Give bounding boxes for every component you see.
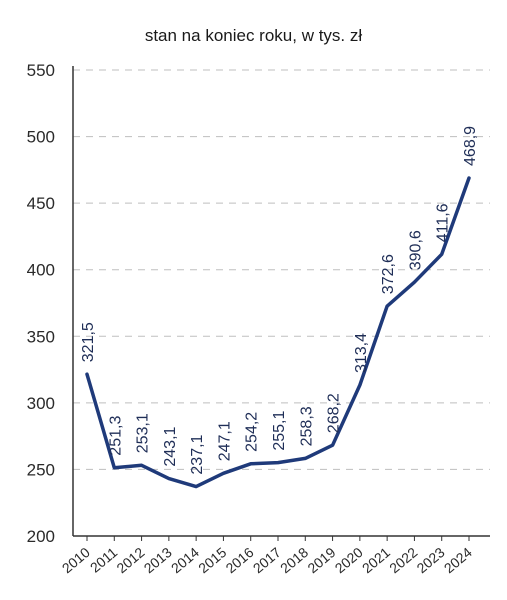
y-tick-label: 550: [27, 61, 55, 80]
x-tick-label: 2013: [141, 544, 175, 576]
y-tick-label: 450: [27, 194, 55, 213]
data-point: [467, 176, 471, 180]
data-label: 255,1: [271, 410, 288, 450]
x-tick-label: 2016: [222, 544, 256, 576]
y-tick-label: 350: [27, 327, 55, 346]
x-tick-label: 2010: [59, 544, 93, 576]
data-point: [140, 463, 144, 467]
data-point: [412, 280, 416, 284]
y-tick-label: 200: [27, 527, 55, 546]
data-label: 268,2: [326, 393, 343, 433]
y-tick-label: 300: [27, 394, 55, 413]
chart-title: stan na koniec roku, w tys. zł: [144, 26, 363, 45]
data-label: 313,4: [353, 333, 370, 373]
data-label: 468,9: [462, 126, 479, 166]
data-point: [85, 372, 89, 376]
x-tick-label: 2018: [277, 544, 311, 576]
series-line: [85, 176, 471, 489]
data-point: [358, 383, 362, 387]
x-tick-label: 2022: [386, 544, 420, 576]
data-point: [276, 461, 280, 465]
data-label: 321,5: [80, 322, 97, 362]
y-tick-label: 500: [27, 128, 55, 147]
x-tick-label: 2019: [304, 544, 338, 576]
data-point: [440, 252, 444, 256]
x-tick-label: 2021: [359, 544, 393, 576]
data-point: [167, 477, 171, 481]
data-label: 390,6: [407, 230, 424, 270]
x-tick-label: 2011: [87, 544, 121, 576]
data-label: 243,1: [162, 426, 179, 466]
x-tick-label: 2017: [250, 544, 284, 576]
x-tick-label: 2023: [413, 544, 447, 576]
x-tick-label: 2014: [168, 544, 202, 576]
data-label: 258,3: [298, 406, 315, 446]
data-point: [194, 485, 198, 489]
y-tick-label: 250: [27, 460, 55, 479]
x-tick-label: 2015: [195, 544, 229, 576]
data-point: [303, 456, 307, 460]
data-point: [331, 443, 335, 447]
data-point: [385, 304, 389, 308]
data-point: [112, 466, 116, 470]
data-label: 372,6: [380, 254, 397, 294]
data-label: 254,2: [244, 412, 261, 452]
x-tick-label: 2024: [441, 544, 475, 576]
y-tick-label: 400: [27, 261, 55, 280]
data-label: 247,1: [216, 421, 233, 461]
data-point: [249, 462, 253, 466]
data-label: 251,3: [107, 416, 124, 456]
data-label: 411,6: [435, 203, 452, 242]
x-tick-label: 2020: [332, 544, 366, 576]
data-label: 253,1: [135, 413, 152, 453]
data-label: 237,1: [189, 434, 206, 474]
data-point: [221, 471, 225, 475]
x-tick-label: 2012: [113, 544, 147, 576]
